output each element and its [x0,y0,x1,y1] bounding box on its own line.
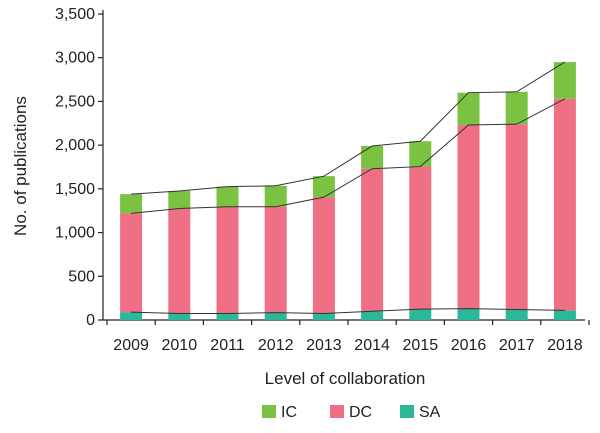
x-tick-label: 2012 [258,337,294,354]
bar-segment-ic [120,194,143,214]
bar-segment-sa [168,313,191,320]
y-tick-label: 1,000 [55,225,95,242]
x-tick-label: 2017 [499,337,535,354]
bar-segment-dc [168,208,191,314]
x-tick-label: 2010 [162,337,198,354]
bar-segment-ic [168,191,191,209]
bar-segment-dc [361,168,384,312]
x-axis: 2009 2010 2011 2012 2013 2014 2015 2016 2017 2018 [103,319,590,354]
bar-segment-sa [312,313,335,320]
x-tick-label: 2009 [113,337,149,354]
bar-segment-dc [457,125,480,309]
legend-label-dc: DC [349,404,372,421]
bar-segment-sa [553,310,576,320]
y-tick-label: 0 [86,312,95,329]
legend-swatch-dc [330,405,344,418]
y-axis-title: No. of publications [11,96,30,236]
bar-segment-ic [409,141,432,167]
y-tick-label: 2,500 [55,93,95,110]
x-tick-label: 2013 [306,337,342,354]
bars [120,62,576,320]
bar-segment-dc [120,213,143,313]
trend-line-total [131,61,566,195]
bar-segment-dc [312,197,335,314]
x-tick-label: 2014 [354,337,390,354]
bar-segment-sa [505,309,528,320]
x-tick-label: 2015 [403,337,439,354]
y-tick-label: 3,500 [55,6,95,23]
bar-segment-ic [312,176,335,198]
x-tick-label: 2011 [210,337,245,354]
bar-segment-sa [120,312,143,320]
x-tick-label: 2018 [547,337,583,354]
bar-segment-ic [505,91,528,125]
y-tick-label: 500 [68,268,95,285]
bar-segment-dc [505,124,528,310]
trend-line-dc [131,98,566,214]
bar-segment-dc [409,166,432,310]
bar-segment-sa [216,313,239,320]
y-tick-label: 3,000 [55,50,95,67]
y-axis: 0 500 1,000 1,500 2,000 2,500 3,000 3,500 [55,6,104,329]
legend-label-ic: IC [281,404,297,421]
bar-segment-ic [264,185,287,207]
trend-lines [131,61,566,314]
bar-segment-dc [216,206,239,314]
legend-swatch-sa [400,405,414,418]
bar-segment-dc [264,206,287,313]
y-tick-label: 2,000 [55,137,95,154]
bar-segment-sa [264,312,287,320]
bar-segment-dc [553,98,576,311]
x-axis-title: Level of collaboration [265,369,426,388]
bar-segment-ic [457,92,480,126]
bar-segment-sa [457,308,480,320]
bar-segment-ic [361,146,384,169]
trend-line-sa [131,308,565,314]
legend-swatch-ic [262,405,276,418]
bar-segment-ic [216,186,239,207]
y-tick-label: 1,500 [55,181,95,198]
bar-segment-sa [409,309,432,320]
legend: IC DC SA [262,404,441,421]
bar-segment-sa [361,311,384,320]
x-tick-label: 2016 [451,337,487,354]
legend-label-sa: SA [419,404,441,421]
bar-segment-ic [553,62,576,99]
